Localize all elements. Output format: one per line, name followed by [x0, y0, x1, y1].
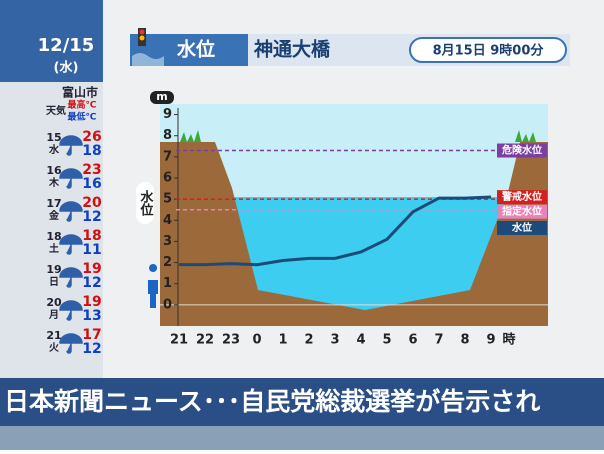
- weather-label: 天気: [46, 104, 66, 117]
- y-tick-label: 1: [163, 276, 172, 291]
- y-tick-label: 3: [163, 234, 172, 249]
- y-tick-label: 2: [163, 255, 172, 270]
- ticker: 日本新聞ニュース･･･自民党総裁選挙が告示され: [4, 387, 540, 416]
- day-weekday: 日: [49, 276, 59, 288]
- x-tick-label: 21: [170, 333, 188, 348]
- y-tick-label: 7: [163, 149, 172, 164]
- x-tick-label: 8: [460, 333, 469, 348]
- y-tick-label: 6: [163, 171, 172, 186]
- page: {"sidebar": {"date": "12/15", "weekday":…: [0, 0, 604, 450]
- day: 19: [46, 263, 61, 276]
- day-weekday: 土: [49, 242, 59, 255]
- x-tick-label: 9: [486, 333, 495, 348]
- low-temp: 12: [82, 275, 101, 291]
- low-temp: 11: [82, 242, 101, 258]
- low-temp: 13: [82, 308, 101, 324]
- signal-light: [140, 36, 145, 41]
- day: 18: [46, 230, 61, 243]
- location: 神通大橋: [253, 38, 331, 61]
- weekday: (水): [54, 60, 79, 76]
- header-title: 水位: [176, 38, 215, 61]
- day: 15: [46, 131, 61, 144]
- day-weekday: 金: [49, 209, 60, 222]
- day: 21: [46, 329, 61, 342]
- threshold-label: 危険水位: [502, 144, 542, 157]
- day-weekday: 水: [48, 143, 60, 156]
- y-tick-label: 5: [163, 192, 172, 207]
- low-label: 最低℃: [68, 111, 97, 123]
- day-weekday: 火: [49, 342, 59, 354]
- x-tick-label: 2: [304, 333, 313, 348]
- x-tick-label: 0: [252, 333, 261, 348]
- low-temp: 12: [82, 341, 101, 357]
- legend-label: 水位: [511, 221, 532, 234]
- x-tick-label: 5: [382, 333, 391, 348]
- screen: 12/15 (水) 富山市 天気 最高℃ 最低℃ 15水261816木23161…: [0, 0, 604, 450]
- y-tick-label: 9: [163, 107, 172, 122]
- body: 12/15 (水) 富山市 天気 最高℃ 最低℃ 15水261816木23161…: [0, 0, 604, 450]
- date: 12/15: [38, 35, 95, 56]
- x-tick-label: 22: [196, 333, 214, 348]
- x-tick-label: 6: [408, 333, 417, 348]
- day-weekday: 月: [48, 309, 59, 321]
- threshold-label: 指定水位: [502, 205, 542, 218]
- bottom-strip: [0, 426, 604, 450]
- day-weekday: 木: [48, 176, 60, 189]
- x-tick-label: 1: [278, 333, 287, 348]
- day: 17: [46, 197, 61, 210]
- y-tick-label: 0: [163, 297, 172, 312]
- x-tick-label: 7: [434, 333, 443, 348]
- day: 16: [46, 164, 62, 177]
- x-tick-label: 4: [356, 333, 365, 348]
- y-label: 水位: [138, 189, 155, 217]
- y-tick-label: 4: [163, 213, 172, 228]
- x-tick-label: 23: [222, 333, 240, 348]
- threshold-label: 警戒水位: [502, 190, 542, 203]
- datetime: 8月15日 9時00分: [433, 43, 545, 59]
- signal-light: [140, 30, 145, 35]
- city: 富山市: [62, 85, 98, 100]
- low-temp: 12: [82, 209, 101, 225]
- high-label: 最高℃: [68, 99, 97, 111]
- low-temp: 16: [82, 176, 101, 192]
- low-temp: 18: [82, 143, 101, 159]
- x-unit: 時: [502, 332, 515, 348]
- day: 20: [46, 296, 62, 309]
- y-unit: m: [156, 90, 167, 103]
- y-tick-label: 8: [163, 128, 172, 143]
- x-tick-label: 3: [330, 333, 339, 348]
